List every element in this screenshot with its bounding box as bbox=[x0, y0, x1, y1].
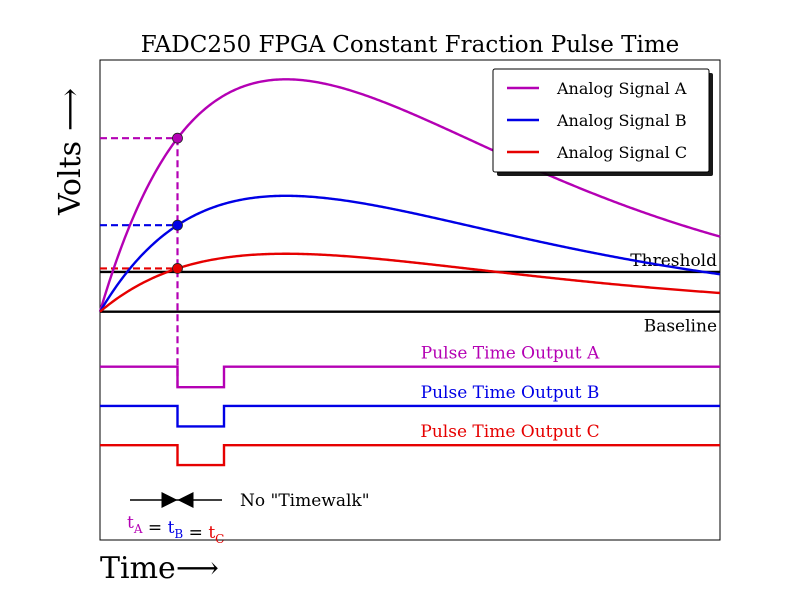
timewalk-annotation-text: No "Timewalk" bbox=[240, 491, 370, 511]
y-axis-label: Volts ⟶ bbox=[53, 88, 88, 216]
crossing-point-analog-signal-c bbox=[172, 263, 183, 274]
equation-subscript-b: B bbox=[174, 527, 183, 541]
pulse-time-output-c-label: Pulse Time Output C bbox=[420, 422, 599, 442]
legend-label-analog-signal-c: Analog Signal C bbox=[556, 143, 687, 162]
legend: Analog Signal A Analog Signal B Analog Sig… bbox=[492, 68, 713, 176]
y-axis-label-text: Volts bbox=[53, 141, 88, 216]
equation-t-b: t bbox=[168, 518, 175, 538]
pulse-time-output-a-label: Pulse Time Output A bbox=[421, 344, 600, 364]
baseline-label: Baseline bbox=[644, 317, 717, 337]
pulse-time-output-a-line bbox=[100, 365, 720, 389]
chart-title: FADC250 FPGA Constant Fraction Pulse Tim… bbox=[141, 32, 680, 58]
pulse-time-output-c-line bbox=[100, 443, 720, 467]
pulse-time-output-b-line bbox=[100, 404, 720, 428]
threshold-label: Threshold bbox=[630, 251, 717, 271]
equation-t-a: t bbox=[127, 513, 134, 533]
equation-subscript-a: A bbox=[133, 522, 143, 536]
equation-equals: = bbox=[183, 523, 208, 543]
series-analog-signal-b-line bbox=[98, 194, 721, 313]
legend-box bbox=[492, 68, 710, 173]
equation-equals: = bbox=[143, 518, 168, 538]
x-axis-label: Time⟶ bbox=[100, 551, 219, 586]
x-axis-label-text: Time bbox=[100, 551, 176, 586]
timewalk-arrowhead-right bbox=[177, 492, 194, 508]
crossing-point-analog-signal-b bbox=[172, 219, 183, 231]
equal-times-equation: tA = tB = tC bbox=[127, 513, 224, 546]
legend-label-analog-signal-a: Analog Signal A bbox=[556, 79, 687, 98]
x-axis-arrow: ⟶ bbox=[176, 551, 219, 586]
equation-t-c: t bbox=[208, 523, 215, 543]
timewalk-arrowhead-left bbox=[161, 492, 178, 508]
y-axis-arrow: ⟶ bbox=[53, 88, 88, 131]
series-analog-signal-a-line bbox=[98, 78, 721, 313]
equation-subscript-c: C bbox=[215, 532, 224, 546]
crossing-point-analog-signal-a bbox=[172, 132, 183, 144]
legend-label-analog-signal-b: Analog Signal B bbox=[556, 111, 687, 130]
pulse-time-output-b-label: Pulse Time Output B bbox=[421, 383, 600, 403]
series-analog-signal-c-line bbox=[99, 252, 721, 313]
